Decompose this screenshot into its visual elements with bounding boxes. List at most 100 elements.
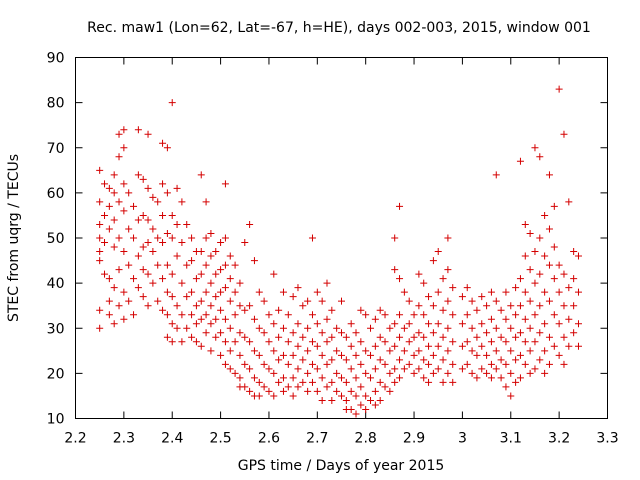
data-point xyxy=(429,351,437,359)
data-point xyxy=(565,315,573,323)
data-point xyxy=(367,374,375,382)
data-point xyxy=(357,401,365,409)
data-point xyxy=(130,202,138,210)
data-point xyxy=(560,360,568,368)
data-point xyxy=(555,85,563,93)
data-point xyxy=(207,347,215,355)
data-point xyxy=(308,360,316,368)
data-point xyxy=(231,311,239,319)
x-tick-label: 2.8 xyxy=(355,431,377,447)
data-point xyxy=(105,275,113,283)
data-point xyxy=(328,378,336,386)
data-point xyxy=(444,266,452,274)
data-point xyxy=(192,275,200,283)
data-point xyxy=(149,225,157,233)
data-point xyxy=(444,324,452,332)
data-point xyxy=(357,338,365,346)
data-point xyxy=(342,396,350,404)
data-point xyxy=(444,369,452,377)
data-point xyxy=(115,234,123,242)
data-point xyxy=(115,266,123,274)
data-point xyxy=(333,369,341,377)
data-point xyxy=(120,207,128,215)
data-point xyxy=(555,320,563,328)
data-point xyxy=(221,338,229,346)
y-tick-label: 70 xyxy=(47,141,65,157)
data-point xyxy=(144,302,152,310)
data-point xyxy=(134,171,142,179)
data-point xyxy=(512,284,520,292)
data-point xyxy=(226,252,234,260)
data-point xyxy=(217,329,225,337)
data-point xyxy=(236,302,244,310)
data-point xyxy=(202,234,210,242)
data-point xyxy=(560,302,568,310)
data-point xyxy=(492,297,500,305)
data-point xyxy=(410,351,418,359)
x-tick-label: 3.3 xyxy=(596,431,618,447)
data-point xyxy=(139,243,147,251)
data-point xyxy=(313,288,321,296)
data-point xyxy=(260,329,268,337)
data-point xyxy=(212,248,220,256)
data-point xyxy=(168,99,176,107)
data-point xyxy=(221,284,229,292)
data-point xyxy=(275,356,283,364)
data-point xyxy=(207,229,215,237)
y-tick-label: 60 xyxy=(47,186,65,202)
data-point xyxy=(110,189,118,197)
data-point xyxy=(391,320,399,328)
data-point xyxy=(473,374,481,382)
data-point xyxy=(144,239,152,247)
data-point xyxy=(226,297,234,305)
data-point xyxy=(439,378,447,386)
data-point xyxy=(410,369,418,377)
data-point xyxy=(217,266,225,274)
x-tick-label: 2.3 xyxy=(113,431,135,447)
data-point xyxy=(265,311,273,319)
data-point xyxy=(207,279,215,287)
data-point xyxy=(168,338,176,346)
data-point xyxy=(531,338,539,346)
data-point xyxy=(565,198,573,206)
data-point xyxy=(183,293,191,301)
data-point xyxy=(420,311,428,319)
data-point xyxy=(279,351,287,359)
data-point xyxy=(574,288,582,296)
data-point xyxy=(289,392,297,400)
data-point xyxy=(226,365,234,373)
data-point xyxy=(362,392,370,400)
data-point xyxy=(487,338,495,346)
data-point xyxy=(139,266,147,274)
data-point xyxy=(101,211,109,219)
data-point xyxy=(507,347,515,355)
data-point xyxy=(541,211,549,219)
data-point xyxy=(294,342,302,350)
data-point xyxy=(420,333,428,341)
data-point xyxy=(502,288,510,296)
data-point xyxy=(439,306,447,314)
data-point xyxy=(96,166,104,174)
data-point xyxy=(541,369,549,377)
data-point xyxy=(536,153,544,161)
data-point xyxy=(541,252,549,260)
data-point xyxy=(328,306,336,314)
data-point xyxy=(352,329,360,337)
x-tick-label: 2.7 xyxy=(306,431,328,447)
data-point xyxy=(154,297,162,305)
data-point xyxy=(371,365,379,373)
data-point xyxy=(458,342,466,350)
data-point xyxy=(236,351,244,359)
data-point xyxy=(134,252,142,260)
data-point xyxy=(159,211,167,219)
data-point xyxy=(154,234,162,242)
data-point xyxy=(420,279,428,287)
data-point xyxy=(246,365,254,373)
data-point xyxy=(449,360,457,368)
data-point xyxy=(497,356,505,364)
data-point xyxy=(110,216,118,224)
data-point xyxy=(560,270,568,278)
data-point xyxy=(333,387,341,395)
data-point xyxy=(323,279,331,287)
